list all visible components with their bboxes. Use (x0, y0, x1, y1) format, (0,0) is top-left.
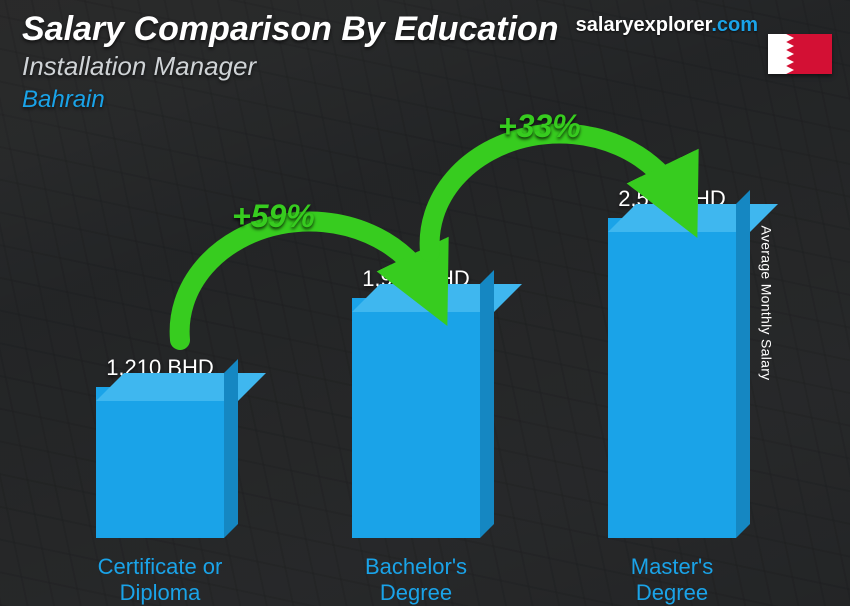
bahrain-flag-icon (768, 34, 832, 74)
bar: 1,210 BHD Certificate orDiploma (80, 355, 240, 538)
infographic-canvas: Salary Comparison By Education Installat… (0, 0, 850, 606)
page-title: Salary Comparison By Education (22, 10, 559, 49)
bar-label: Bachelor'sDegree (306, 554, 526, 606)
bar: 2,570 BHD Master'sDegree (592, 186, 752, 538)
increase-percent: +33% (498, 108, 581, 145)
brand-suffix: .com (711, 14, 758, 36)
brand-name: salaryexplorer (576, 14, 712, 36)
country-label: Bahrain (22, 86, 559, 114)
brand-watermark: salaryexplorer.com (576, 14, 758, 37)
bar-label: Certificate orDiploma (50, 554, 270, 606)
bar-label: Master'sDegree (562, 554, 782, 606)
increase-percent: +59% (232, 198, 315, 235)
bar-shape (608, 218, 736, 538)
bar: 1,930 BHD Bachelor'sDegree (336, 266, 496, 538)
header: Salary Comparison By Education Installat… (22, 10, 559, 114)
job-subtitle: Installation Manager (22, 51, 559, 82)
bar-chart: 1,210 BHD Certificate orDiploma 1,930 BH… (0, 140, 810, 606)
bar-shape (96, 387, 224, 538)
bar-shape (352, 298, 480, 538)
